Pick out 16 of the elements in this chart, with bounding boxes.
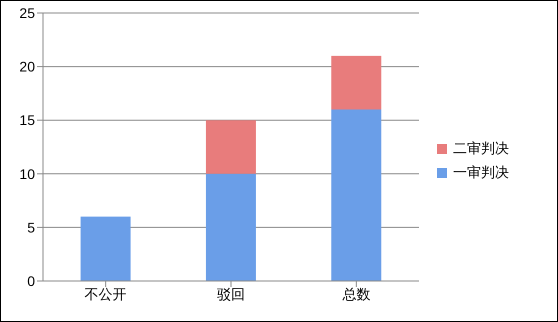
bar — [80, 216, 131, 281]
x-tick-label: 驳回 — [217, 286, 245, 302]
x-tick-label: 总数 — [341, 286, 370, 302]
y-tick-label: 10 — [19, 166, 36, 182]
y-tick-label: 5 — [27, 219, 36, 236]
y-tick-label: 20 — [19, 58, 36, 75]
y-tick-label: 25 — [19, 4, 36, 21]
bar — [331, 109, 382, 281]
legend-label: 一审判决 — [453, 164, 509, 182]
legend-label: 二审判决 — [453, 140, 509, 158]
bar — [331, 56, 382, 110]
bar — [206, 120, 256, 174]
x-tick-label: 不公开 — [84, 286, 127, 302]
y-tick-label: 15 — [19, 112, 36, 128]
y-tick-label: 0 — [27, 272, 36, 289]
bar — [206, 174, 256, 281]
